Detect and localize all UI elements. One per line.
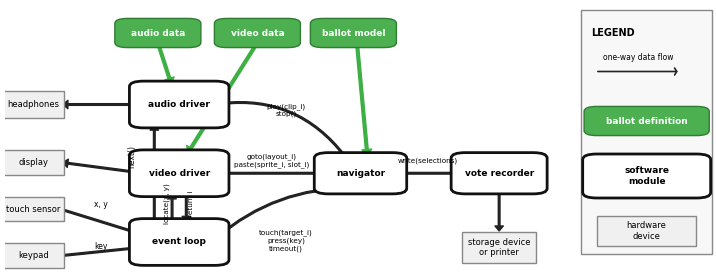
FancyBboxPatch shape xyxy=(310,18,397,48)
FancyArrowPatch shape xyxy=(182,194,190,221)
Text: headphones: headphones xyxy=(7,100,59,109)
Text: x, y: x, y xyxy=(94,200,108,209)
FancyBboxPatch shape xyxy=(130,150,229,197)
FancyArrowPatch shape xyxy=(63,159,141,174)
FancyBboxPatch shape xyxy=(115,18,201,48)
Text: play(clip_i)
stop(): play(clip_i) stop() xyxy=(266,103,306,117)
Text: locate(x, y): locate(x, y) xyxy=(164,183,170,224)
FancyArrowPatch shape xyxy=(187,44,257,153)
Text: vote recorder: vote recorder xyxy=(465,169,533,178)
FancyBboxPatch shape xyxy=(451,153,547,194)
Text: ballot definition: ballot definition xyxy=(606,117,687,125)
FancyArrowPatch shape xyxy=(216,184,358,238)
Text: touch(target_i)
press(key)
timeout(): touch(target_i) press(key) timeout() xyxy=(259,230,313,252)
Text: write(selections): write(selections) xyxy=(398,158,458,164)
Text: event loop: event loop xyxy=(153,238,206,246)
Text: audio data: audio data xyxy=(131,29,185,37)
FancyArrowPatch shape xyxy=(63,244,137,256)
Text: LEGEND: LEGEND xyxy=(591,28,635,37)
Text: next(): next() xyxy=(127,145,136,168)
Text: keypad: keypad xyxy=(18,251,49,260)
FancyBboxPatch shape xyxy=(583,154,711,198)
FancyBboxPatch shape xyxy=(581,10,712,254)
Text: storage device
or printer: storage device or printer xyxy=(468,238,531,257)
FancyBboxPatch shape xyxy=(597,216,697,246)
Text: goto(layout_i)
paste(sprite_i, slot_i): goto(layout_i) paste(sprite_i, slot_i) xyxy=(234,154,309,168)
FancyBboxPatch shape xyxy=(3,150,64,175)
FancyArrowPatch shape xyxy=(150,125,158,221)
FancyArrowPatch shape xyxy=(158,45,174,84)
FancyArrowPatch shape xyxy=(395,169,463,177)
Text: video data: video data xyxy=(231,29,284,37)
Text: software
module: software module xyxy=(624,166,669,186)
FancyArrowPatch shape xyxy=(218,99,345,156)
FancyArrowPatch shape xyxy=(356,45,372,155)
FancyArrowPatch shape xyxy=(218,169,326,177)
Text: video driver: video driver xyxy=(148,169,210,178)
FancyBboxPatch shape xyxy=(584,106,710,136)
Text: key: key xyxy=(95,242,107,251)
FancyArrowPatch shape xyxy=(168,194,176,221)
FancyBboxPatch shape xyxy=(462,232,536,263)
Text: return i: return i xyxy=(188,190,194,217)
Text: ballot model: ballot model xyxy=(321,29,385,37)
Text: touch sensor: touch sensor xyxy=(6,205,61,213)
FancyBboxPatch shape xyxy=(3,243,64,268)
FancyBboxPatch shape xyxy=(130,219,229,265)
Text: hardware
device: hardware device xyxy=(626,221,667,241)
FancyArrowPatch shape xyxy=(63,100,141,109)
FancyBboxPatch shape xyxy=(130,81,229,128)
FancyBboxPatch shape xyxy=(314,153,407,194)
Text: navigator: navigator xyxy=(336,169,385,178)
FancyBboxPatch shape xyxy=(3,197,64,221)
Text: audio driver: audio driver xyxy=(148,100,210,109)
FancyArrowPatch shape xyxy=(495,191,503,231)
Text: one-way data flow: one-way data flow xyxy=(603,54,673,62)
Text: display: display xyxy=(19,158,49,167)
FancyBboxPatch shape xyxy=(3,91,64,118)
FancyArrowPatch shape xyxy=(62,209,137,235)
FancyBboxPatch shape xyxy=(214,18,301,48)
